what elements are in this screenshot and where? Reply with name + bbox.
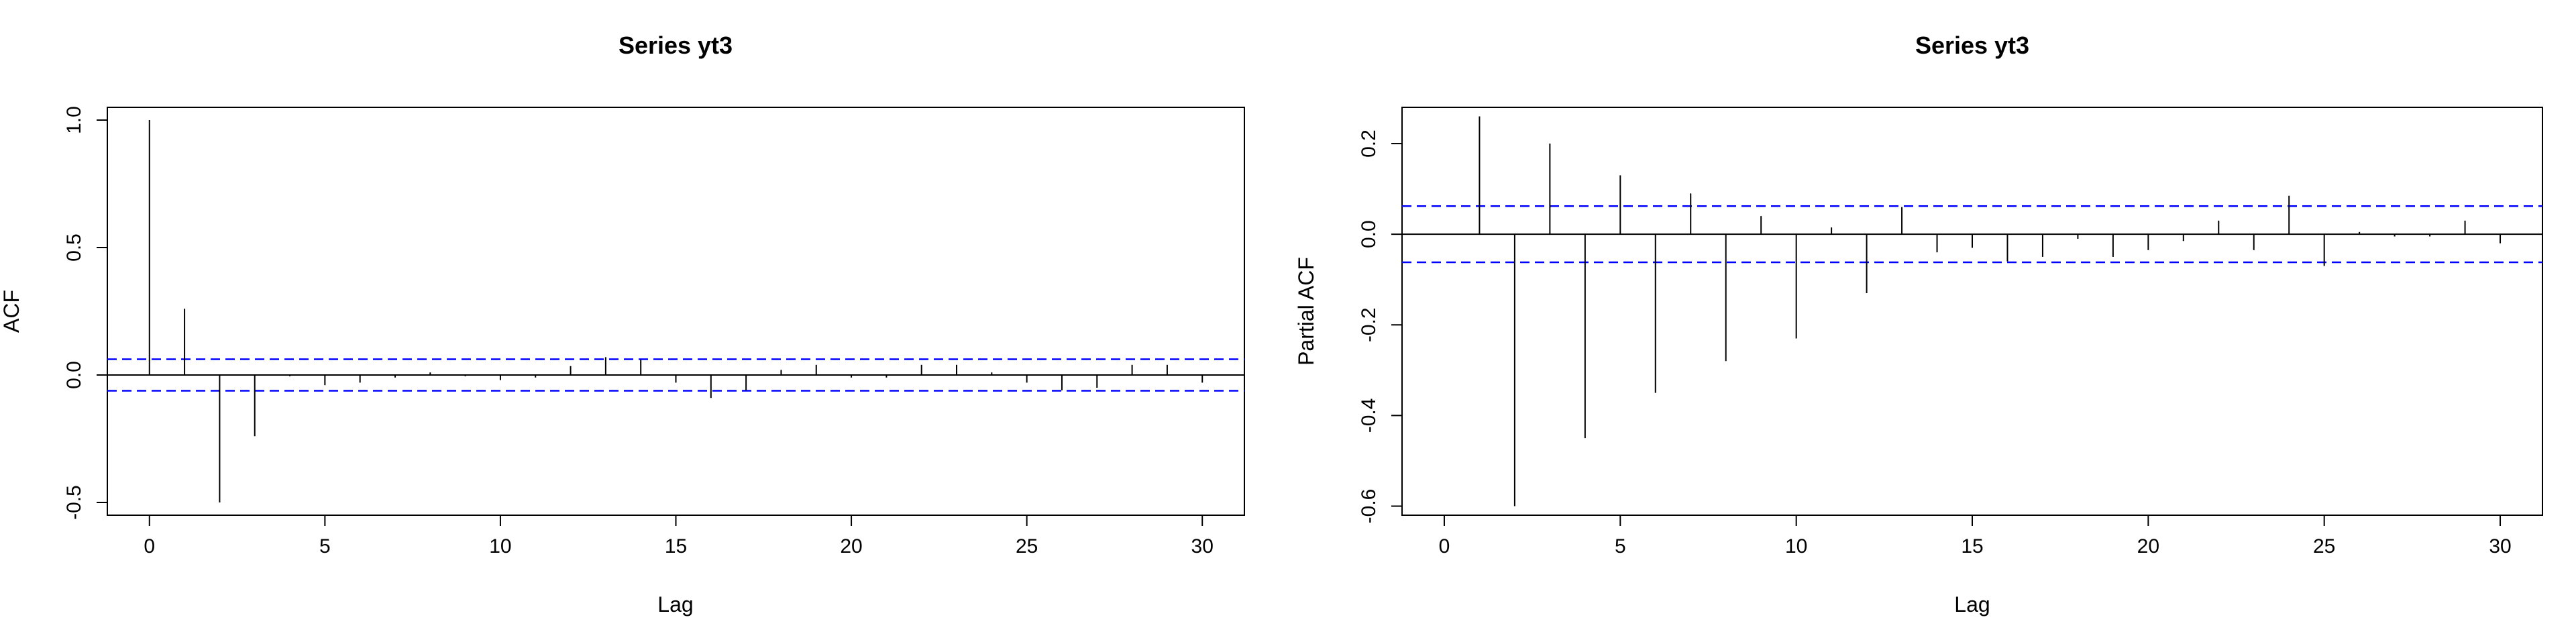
y-tick-label: 0.0 [63, 361, 85, 389]
y-tick-label: 0.5 [63, 233, 85, 262]
x-axis-label: Lag [657, 592, 693, 616]
y-axis: -0.6 -0.4 -0.2 0.0 0.2 [1358, 129, 1403, 524]
y-axis-label: ACF [0, 290, 23, 333]
x-tick-label: 15 [665, 535, 687, 557]
x-tick-label: 5 [1615, 535, 1626, 557]
y-tick-label: 0.2 [1358, 129, 1380, 158]
x-tick-label: 15 [1961, 535, 1983, 557]
x-tick-label: 25 [2313, 535, 2335, 557]
correlation-spikes [148, 120, 1203, 502]
x-tick-label: 0 [1439, 535, 1450, 557]
x-tick-label: 20 [2137, 535, 2159, 557]
pacf-panel: Series yt3 0 5 10 15 20 25 30 Lag -0.6 -0.4 -0.2 0.0… [1294, 32, 2543, 616]
x-tick-label: 20 [840, 535, 862, 557]
x-axis: 0 5 10 15 20 25 30 [1439, 515, 2512, 557]
y-tick-label: -0.2 [1358, 307, 1380, 342]
x-axis-label: Lag [1954, 592, 1990, 616]
correlation-spikes [1479, 116, 2502, 506]
y-tick-label: 0.0 [1358, 220, 1380, 248]
y-tick-label: -0.5 [63, 485, 85, 520]
y-tick-label: -0.6 [1358, 489, 1380, 524]
x-tick-label: 0 [144, 535, 155, 557]
x-tick-label: 10 [1785, 535, 1807, 557]
x-tick-label: 10 [489, 535, 511, 557]
plot-frame [107, 107, 1245, 516]
x-tick-label: 30 [1191, 535, 1214, 557]
x-axis: 0 5 10 15 20 25 30 [144, 515, 1214, 557]
chart-title: Series yt3 [1915, 32, 2029, 59]
y-tick-label: -0.4 [1358, 398, 1380, 433]
acf-panel: Series yt3 0 5 10 15 20 25 30 Lag -0.5 0.0 0.5 1.0 AC… [0, 32, 1245, 616]
chart-title: Series yt3 [619, 32, 733, 59]
y-tick-label: 1.0 [63, 106, 85, 134]
y-axis-label: Partial ACF [1294, 257, 1318, 366]
x-tick-label: 5 [319, 535, 331, 557]
y-axis: -0.5 0.0 0.5 1.0 [63, 106, 108, 520]
x-tick-label: 25 [1016, 535, 1038, 557]
x-tick-label: 30 [2489, 535, 2511, 557]
plot-frame [1401, 107, 2543, 516]
